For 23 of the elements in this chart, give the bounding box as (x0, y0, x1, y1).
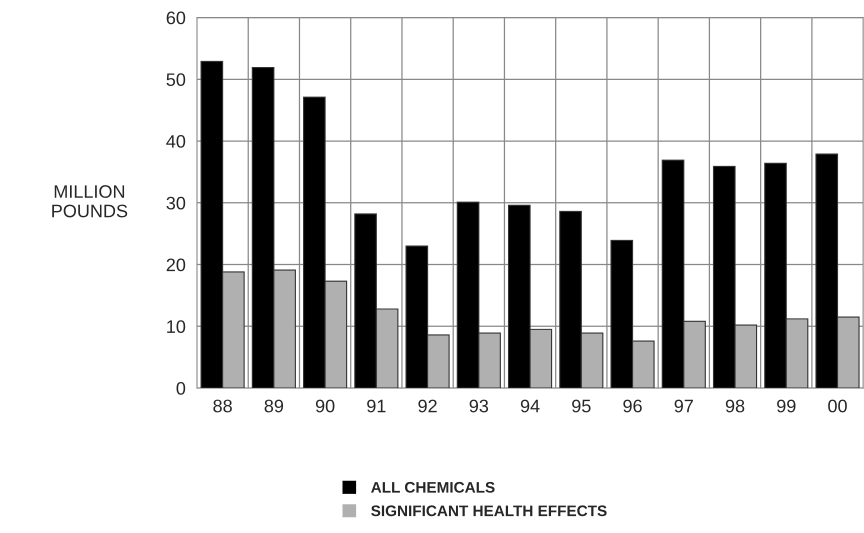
x-tick-label: 96 (623, 400, 642, 412)
legend-label: SIGNIFICANT HEALTH EFFECTS (371, 505, 607, 516)
x-tick-label: 91 (367, 400, 386, 412)
x-tick-label: 00 (828, 400, 847, 412)
y-axis-title: MILLION POUNDS (52, 185, 128, 218)
x-tick-label: 93 (470, 400, 488, 412)
x-tick-label: 99 (777, 400, 796, 412)
x-tick-label: 88 (213, 400, 232, 412)
y-tick-label: 30 (166, 196, 186, 210)
x-tick-label: 97 (674, 400, 693, 412)
y-tick-label: 50 (166, 73, 186, 86)
x-tick-label: 94 (520, 400, 540, 412)
y-tick-label: 0 (176, 382, 186, 395)
x-tick-label: 95 (572, 400, 591, 412)
x-tick-label: 90 (316, 400, 334, 412)
y-tick-label: 60 (166, 12, 186, 24)
legend-label: ALL CHEMICALS (371, 482, 495, 493)
y-tick-label: 10 (167, 320, 186, 334)
x-tick-label: 92 (418, 400, 437, 412)
y-tick-label: 40 (166, 135, 186, 148)
y-tick-label: 20 (166, 258, 186, 272)
x-tick-label: 89 (264, 400, 284, 412)
x-tick-label: 98 (726, 400, 744, 412)
